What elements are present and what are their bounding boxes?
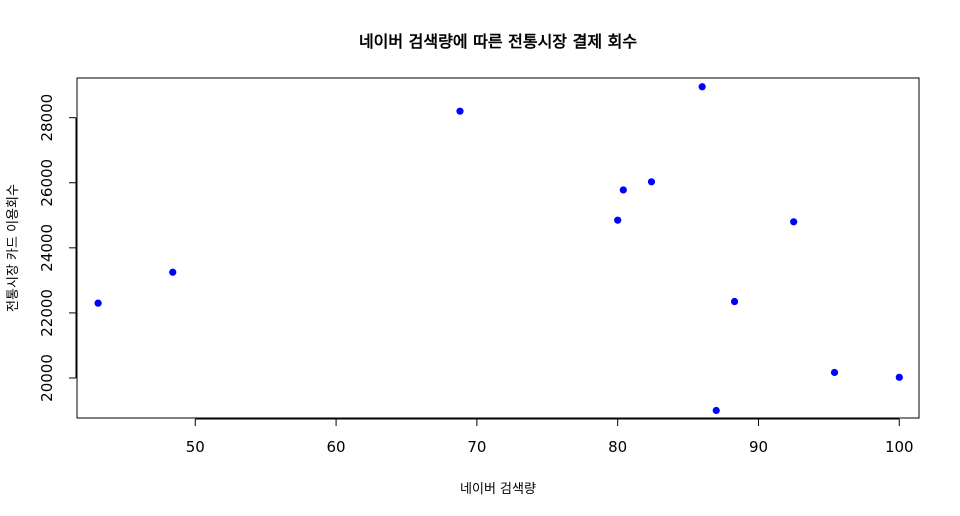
y-tick-label: 24000: [38, 224, 56, 272]
x-tick-label: 70: [467, 438, 486, 456]
x-tick-label: 80: [608, 438, 627, 456]
x-tick-label: 50: [186, 438, 205, 456]
y-axis-label: 전통시장 카드 이용회수: [6, 184, 21, 312]
data-point: [730, 297, 739, 306]
x-tick-label: 60: [327, 438, 346, 456]
data-point: [619, 186, 627, 194]
plot-area-frame: [76, 77, 920, 419]
y-tick-label: 26000: [38, 159, 56, 207]
data-point: [94, 299, 102, 307]
x-tick-label: 90: [749, 438, 768, 456]
y-axis: 20000 22000 24000 26000 28000: [38, 94, 77, 402]
data-point: [790, 218, 798, 226]
data-point: [614, 216, 622, 224]
data-point: [698, 83, 706, 91]
y-tick-label: 28000: [38, 94, 56, 142]
data-point: [895, 373, 903, 381]
data-points: [94, 83, 903, 415]
data-point: [647, 178, 656, 186]
data-point: [456, 107, 464, 115]
y-tick-label: 20000: [38, 354, 56, 402]
y-tick-label: 22000: [38, 289, 56, 337]
x-axis-label: 네이버 검색량: [460, 482, 536, 497]
x-axis: 50 60 70 80 90 100: [186, 418, 914, 456]
data-point: [830, 368, 839, 377]
data-point: [712, 406, 720, 415]
chart-title: 네이버 검색량에 따른 전통시장 결제 회수: [359, 32, 637, 51]
x-tick-label: 100: [885, 438, 914, 456]
data-point: [169, 268, 177, 276]
